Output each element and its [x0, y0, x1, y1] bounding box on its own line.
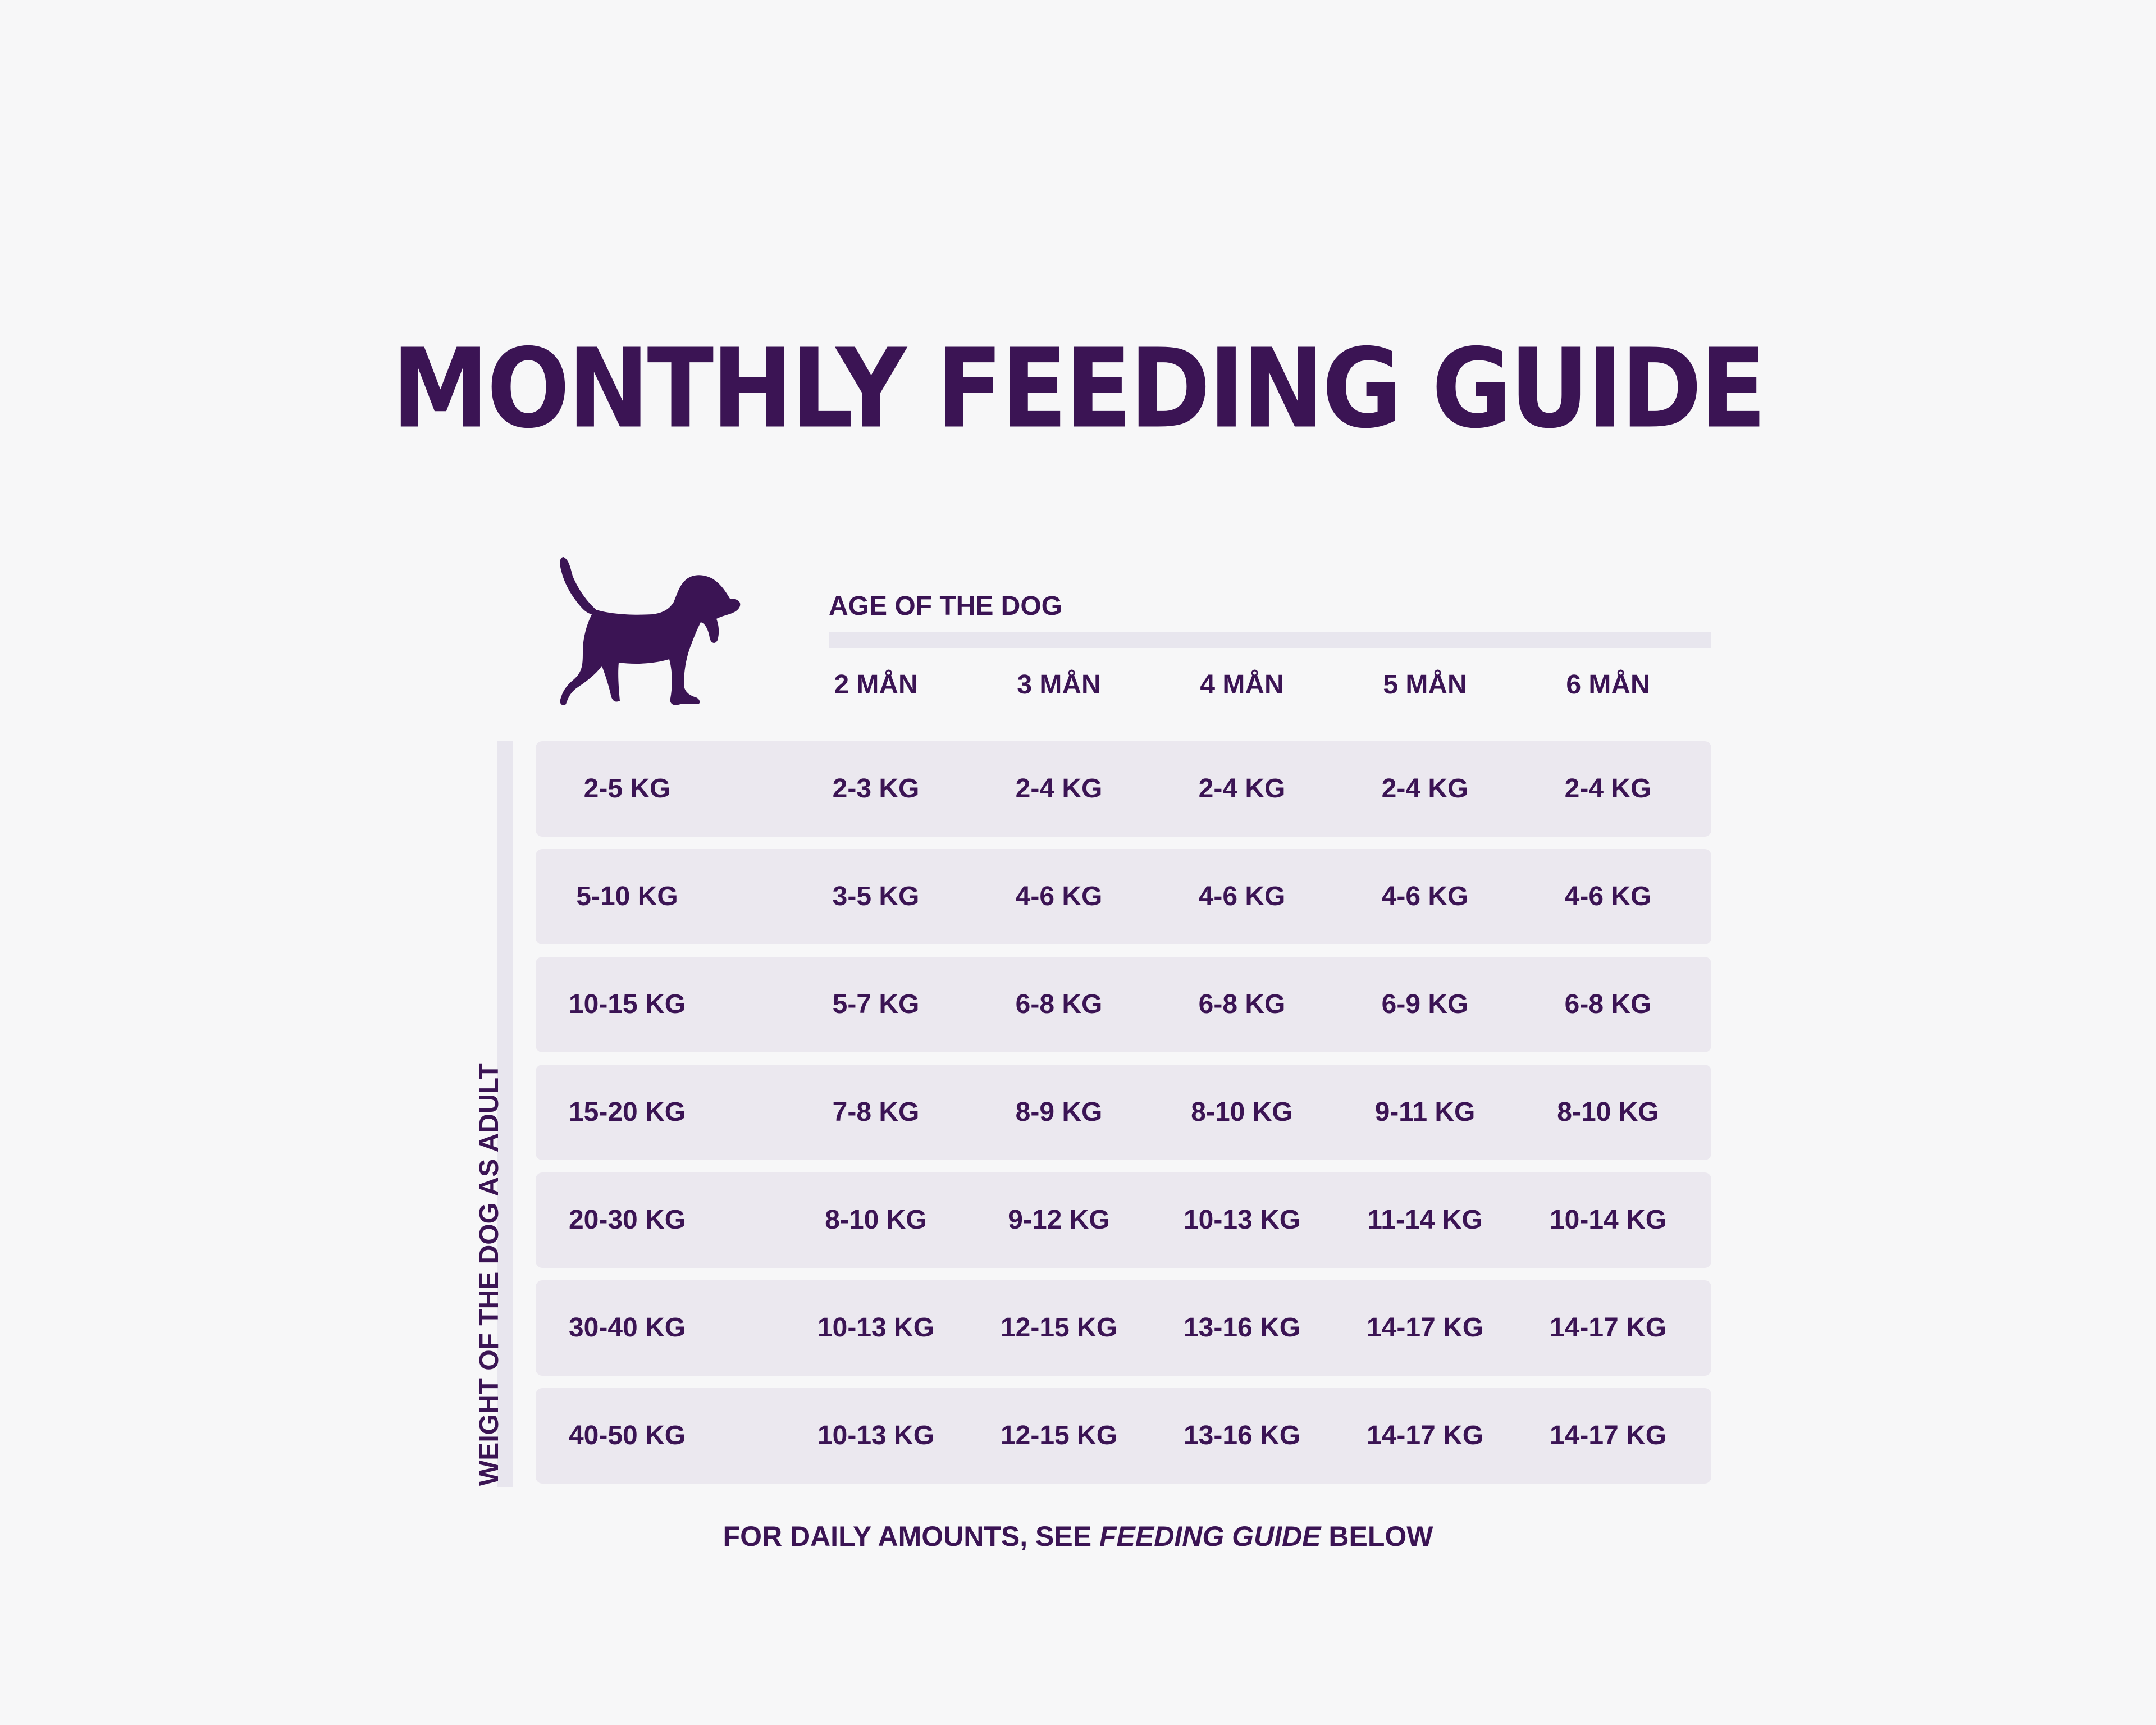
- column-header: 5 MÅN: [1383, 670, 1467, 700]
- amount-cell: 10-13 KG: [817, 1313, 935, 1343]
- age-axis-bar: [829, 632, 1711, 648]
- table-row: 5-10 KG 3-5 KG 4-6 KG 4-6 KG 4-6 KG 4-6 …: [536, 849, 1711, 944]
- table-row: 30-40 KG 10-13 KG 12-15 KG 13-16 KG 14-1…: [536, 1280, 1711, 1376]
- table-row: 15-20 KG 7-8 KG 8-9 KG 8-10 KG 9-11 KG 8…: [536, 1065, 1711, 1160]
- amount-cell: 4-6 KG: [1015, 882, 1103, 911]
- weight-cell: 2-5 KG: [583, 774, 671, 804]
- amount-cell: 2-4 KG: [1564, 774, 1652, 804]
- footnote-text-end: BELOW: [1321, 1521, 1433, 1552]
- footnote-text: FOR DAILY AMOUNTS, SEE: [723, 1521, 1099, 1552]
- amount-cell: 12-15 KG: [1000, 1313, 1118, 1343]
- weight-cell: 15-20 KG: [568, 1097, 686, 1127]
- amount-cell: 14-17 KG: [1366, 1313, 1484, 1343]
- amount-cell: 2-4 KG: [1198, 774, 1286, 804]
- amount-cell: 6-9 KG: [1381, 989, 1469, 1019]
- amount-cell: 14-17 KG: [1366, 1421, 1484, 1450]
- table-row: 10-15 KG 5-7 KG 6-8 KG 6-8 KG 6-9 KG 6-8…: [536, 957, 1711, 1052]
- amount-cell: 5-7 KG: [832, 989, 920, 1019]
- amount-cell: 6-8 KG: [1198, 989, 1286, 1019]
- amount-cell: 10-14 KG: [1549, 1205, 1667, 1235]
- dog-silhouette-icon: [560, 557, 741, 705]
- amount-cell: 14-17 KG: [1549, 1313, 1667, 1343]
- amount-cell: 2-4 KG: [1015, 774, 1103, 804]
- amount-cell: 6-8 KG: [1564, 989, 1652, 1019]
- amount-cell: 4-6 KG: [1564, 882, 1652, 911]
- column-header: 2 MÅN: [834, 670, 918, 700]
- amount-cell: 7-8 KG: [832, 1097, 920, 1127]
- weight-axis-label: WEIGHT OF THE DOG AS ADULT: [474, 1063, 504, 1486]
- amount-cell: 6-8 KG: [1015, 989, 1103, 1019]
- column-header: 6 MÅN: [1566, 670, 1650, 700]
- table-row: 2-5 KG 2-3 KG 2-4 KG 2-4 KG 2-4 KG 2-4 K…: [536, 741, 1711, 837]
- amount-cell: 12-15 KG: [1000, 1421, 1118, 1450]
- amount-cell: 14-17 KG: [1549, 1421, 1667, 1450]
- weight-cell: 40-50 KG: [568, 1421, 686, 1450]
- amount-cell: 3-5 KG: [832, 882, 920, 911]
- footnote-emphasis: FEEDING GUIDE: [1099, 1521, 1321, 1552]
- column-header: 3 MÅN: [1017, 670, 1101, 700]
- amount-cell: 4-6 KG: [1381, 882, 1469, 911]
- amount-cell: 8-10 KG: [1191, 1097, 1293, 1127]
- amount-cell: 9-11 KG: [1374, 1097, 1476, 1127]
- amount-cell: 10-13 KG: [1183, 1205, 1301, 1235]
- amount-cell: 4-6 KG: [1198, 882, 1286, 911]
- amount-cell: 10-13 KG: [817, 1421, 935, 1450]
- table-row: 40-50 KG 10-13 KG 12-15 KG 13-16 KG 14-1…: [536, 1388, 1711, 1484]
- amount-cell: 2-3 KG: [832, 774, 920, 804]
- weight-cell: 10-15 KG: [568, 989, 686, 1019]
- weight-cell: 30-40 KG: [568, 1313, 686, 1343]
- amount-cell: 13-16 KG: [1183, 1421, 1301, 1450]
- footnote: FOR DAILY AMOUNTS, SEE FEEDING GUIDE BEL…: [0, 1519, 2156, 1553]
- weight-cell: 5-10 KG: [576, 882, 678, 911]
- amount-cell: 8-10 KG: [825, 1205, 927, 1235]
- amount-cell: 2-4 KG: [1381, 774, 1469, 804]
- weight-axis-bar: [497, 741, 513, 1487]
- weight-cell: 20-30 KG: [568, 1205, 686, 1235]
- amount-cell: 13-16 KG: [1183, 1313, 1301, 1343]
- amount-cell: 11-14 KG: [1367, 1205, 1483, 1235]
- amount-cell: 8-10 KG: [1557, 1097, 1659, 1127]
- table-row: 20-30 KG 8-10 KG 9-12 KG 10-13 KG 11-14 …: [536, 1172, 1711, 1268]
- amount-cell: 9-12 KG: [1008, 1205, 1110, 1235]
- age-axis-label: AGE OF THE DOG: [829, 591, 1063, 621]
- page-title: MONTHLY FEEDING GUIDE: [391, 325, 1766, 453]
- amount-cell: 8-9 KG: [1015, 1097, 1103, 1127]
- column-header: 4 MÅN: [1200, 670, 1284, 700]
